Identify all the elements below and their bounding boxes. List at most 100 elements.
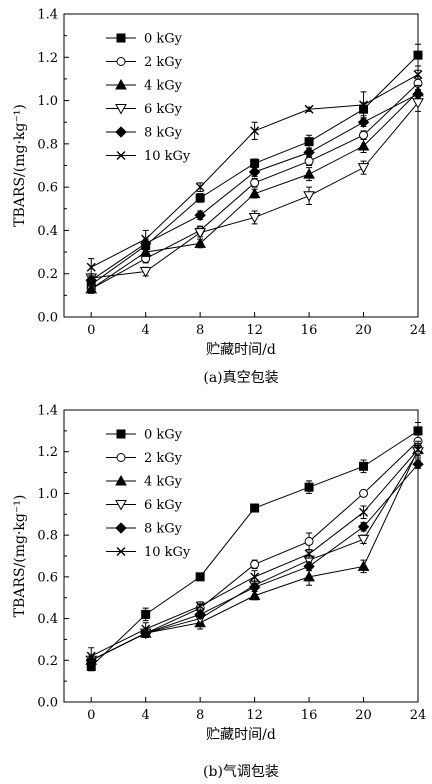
x-axis-label: 贮藏时间/d <box>206 342 276 358</box>
data-point <box>413 50 423 60</box>
y-tick-label: 0.8 <box>37 529 58 544</box>
legend-marker <box>115 522 127 534</box>
y-tick-label: 1.4 <box>37 404 58 419</box>
chart-modified-atmosphere-packaging: 0 4 8 12 16 20 24 0.0 0.2 0.4 0.6 0.8 1.0 1.2 1.4 贮藏时间/… <box>12 404 426 781</box>
y-tick-label: 1.4 <box>37 8 58 23</box>
data-point <box>194 608 206 621</box>
series-line <box>91 440 419 661</box>
data-point <box>357 521 370 533</box>
y-tick-label: 1.0 <box>37 487 58 502</box>
data-point <box>195 601 205 611</box>
series-10-kgy <box>86 69 423 277</box>
legend-marker <box>116 547 126 556</box>
legend-label: 4 kGy <box>144 79 183 94</box>
data-point <box>250 559 260 569</box>
data-point <box>248 187 261 199</box>
x-tick-label: 20 <box>355 323 372 338</box>
legend-label: 6 kGy <box>144 498 183 513</box>
legend-marker <box>116 453 126 462</box>
data-point <box>303 168 315 179</box>
legend-marker <box>115 104 127 115</box>
y-tick-label: 0.2 <box>37 654 58 669</box>
data-point <box>141 624 151 634</box>
y-tick-label: 1.2 <box>37 445 58 460</box>
x-tick-label: 0 <box>87 708 95 723</box>
data-point <box>303 560 315 573</box>
x-axis-label: 贮藏时间/d <box>206 727 276 743</box>
x-tick-label: 24 <box>410 708 427 723</box>
legend-label: 2 kGy <box>144 55 183 70</box>
data-point <box>359 130 369 140</box>
data-point <box>250 572 260 582</box>
data-point <box>412 458 424 470</box>
x-tick-label: 16 <box>301 323 318 338</box>
data-point <box>357 139 370 151</box>
chart-vacuum-packaging: 0 4 8 12 16 20 24 0.0 0.2 0.4 0.6 0.8 1.0 1.2 1.4 贮藏时间/… <box>12 8 426 387</box>
data-point <box>195 572 205 582</box>
data-point <box>85 274 97 286</box>
data-point <box>304 156 314 166</box>
legend: 0 kGy 2 kGy 4 kGy 6 kGy 8 kGy 10 kGy <box>106 428 191 560</box>
data-point <box>250 503 260 513</box>
x-tick-label: 8 <box>196 323 204 338</box>
series-6-kgy <box>85 93 424 285</box>
data-point <box>359 461 369 471</box>
legend-label: 0 kGy <box>144 428 183 443</box>
y-tick-label: 0.6 <box>37 570 58 585</box>
data-point <box>195 182 205 192</box>
x-tick-label: 8 <box>196 708 204 723</box>
data-point <box>141 234 151 244</box>
chart-caption: (b)气调包装 <box>203 764 279 780</box>
data-point <box>303 191 315 202</box>
legend-label: 10 kGy <box>144 149 191 164</box>
legend-marker <box>115 474 127 486</box>
y-tick-label: 0.2 <box>37 267 58 282</box>
series-6-kgy <box>85 444 424 667</box>
legend-label: 6 kGy <box>144 102 183 117</box>
data-point <box>194 237 207 248</box>
data-point <box>248 212 261 224</box>
data-point <box>248 589 261 601</box>
y-tick-label: 0.0 <box>37 696 58 711</box>
data-point <box>250 158 260 168</box>
data-point <box>304 536 314 546</box>
data-point <box>357 534 370 546</box>
legend-label: 8 kGy <box>144 126 183 141</box>
x-tick-label: 0 <box>87 323 95 338</box>
data-point <box>359 488 369 498</box>
y-tick-label: 0.4 <box>37 224 58 239</box>
data-point <box>413 426 423 436</box>
data-point <box>359 507 369 517</box>
x-tick-label: 4 <box>142 323 150 338</box>
y-axis-label: TBARS/(mg·kg⁻¹) <box>12 104 28 227</box>
series-4-kgy <box>85 440 424 665</box>
legend-marker <box>115 126 127 138</box>
legend-marker <box>116 33 126 43</box>
data-point <box>413 445 423 455</box>
data-point <box>303 146 315 159</box>
data-point <box>195 193 205 203</box>
data-point <box>248 166 261 178</box>
x-tick-label: 12 <box>246 323 263 338</box>
data-point <box>304 549 314 559</box>
legend-label: 2 kGy <box>144 451 183 466</box>
legend-marker <box>116 429 126 439</box>
y-tick-label: 1.2 <box>37 51 58 66</box>
data-point <box>304 104 314 114</box>
data-point <box>304 482 314 492</box>
data-point <box>303 570 315 582</box>
x-tick-label: 24 <box>410 323 427 338</box>
x-tick-label: 20 <box>355 708 372 723</box>
data-point <box>412 88 424 100</box>
data-point <box>139 267 152 278</box>
legend-label: 8 kGy <box>144 522 183 537</box>
data-point <box>141 609 151 619</box>
x-tick-label: 16 <box>301 708 318 723</box>
legend-label: 10 kGy <box>144 545 191 560</box>
legend: 0 kGy 2 kGy 4 kGy 6 kGy 8 kGy 10 kGy <box>106 32 191 164</box>
plot-frame <box>63 409 419 703</box>
data-point <box>248 581 261 593</box>
data-point <box>357 560 370 571</box>
y-tick-label: 1.0 <box>37 94 58 109</box>
